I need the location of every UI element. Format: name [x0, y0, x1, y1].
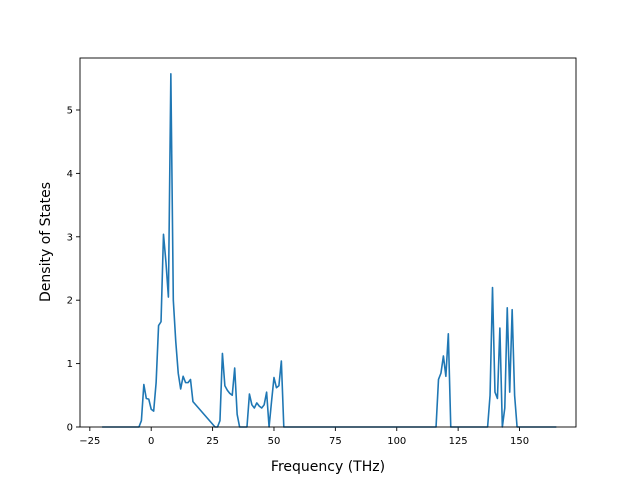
y-tick-label: 3 [67, 232, 73, 243]
x-tick-label: 150 [510, 436, 529, 447]
x-tick-label: 25 [206, 436, 219, 447]
plot-frame [79, 57, 577, 428]
y-tick-label: 2 [67, 296, 73, 307]
x-tick-label: 75 [329, 436, 342, 447]
dos-series-line [102, 73, 557, 428]
x-axis-label: Frequency (THz) [271, 459, 385, 475]
x-tick-label: 125 [449, 436, 468, 447]
y-tick-label: 0 [67, 423, 73, 434]
x-tick-label: 50 [268, 436, 281, 447]
y-tick-label: 5 [67, 105, 73, 116]
y-tick-label: 1 [67, 359, 73, 370]
y-tick-label: 4 [67, 169, 73, 180]
x-tick-label: 100 [387, 436, 406, 447]
y-axis-ticks: 0 1 2 3 4 5 [67, 105, 80, 434]
x-tick-label: −25 [79, 436, 100, 447]
x-tick-label: 0 [148, 436, 154, 447]
y-axis-label: Density of States [38, 182, 54, 302]
x-axis-ticks: −25 0 25 50 75 100 125 150 [79, 427, 529, 447]
